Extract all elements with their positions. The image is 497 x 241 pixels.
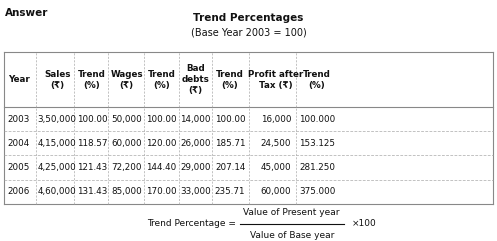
Text: 100.000: 100.000	[299, 115, 335, 124]
Text: 170.00: 170.00	[146, 187, 177, 196]
Text: Trend: Trend	[148, 70, 175, 79]
Text: Trend: Trend	[303, 70, 331, 79]
Text: (%): (%)	[153, 81, 170, 90]
Text: 26,000: 26,000	[180, 139, 211, 148]
Text: 72,200: 72,200	[111, 163, 142, 172]
Text: Wages: Wages	[110, 70, 143, 79]
Text: (%): (%)	[83, 81, 100, 90]
Text: 144.40: 144.40	[147, 163, 176, 172]
Text: 60,000: 60,000	[260, 187, 291, 196]
Text: 118.57: 118.57	[77, 139, 107, 148]
Text: 60,000: 60,000	[111, 139, 142, 148]
Text: 100.00: 100.00	[215, 115, 246, 124]
Text: 2003: 2003	[7, 115, 30, 124]
Text: 2006: 2006	[8, 187, 30, 196]
Text: Tax (₹): Tax (₹)	[259, 81, 293, 90]
Text: Value of Present year: Value of Present year	[244, 208, 340, 217]
Text: 3,50,000: 3,50,000	[38, 115, 77, 124]
Text: (₹): (₹)	[188, 86, 202, 95]
Text: 153.125: 153.125	[299, 139, 335, 148]
Text: 100.00: 100.00	[77, 115, 107, 124]
Text: 24,500: 24,500	[260, 139, 291, 148]
Text: Value of Base year: Value of Base year	[249, 231, 334, 240]
Text: 207.14: 207.14	[215, 163, 246, 172]
Text: Profit after: Profit after	[248, 70, 304, 79]
Text: (%): (%)	[222, 81, 239, 90]
Text: 16,000: 16,000	[260, 115, 291, 124]
Text: 235.71: 235.71	[215, 187, 246, 196]
Text: 85,000: 85,000	[111, 187, 142, 196]
Text: Trend Percentages: Trend Percentages	[193, 13, 304, 23]
Text: ×100: ×100	[351, 219, 376, 228]
Text: Bad: Bad	[186, 64, 205, 73]
Text: 281.250: 281.250	[299, 163, 335, 172]
Text: (₹): (₹)	[120, 81, 134, 90]
Text: debts: debts	[181, 75, 209, 84]
Text: 29,000: 29,000	[180, 163, 211, 172]
Text: 33,000: 33,000	[180, 187, 211, 196]
Text: 100.00: 100.00	[146, 115, 177, 124]
Text: Sales: Sales	[44, 70, 71, 79]
Text: 14,000: 14,000	[180, 115, 211, 124]
Text: Trend Percentage =: Trend Percentage =	[147, 219, 236, 228]
Text: 375.000: 375.000	[299, 187, 335, 196]
Text: 2004: 2004	[8, 139, 30, 148]
Text: 120.00: 120.00	[146, 139, 177, 148]
Text: 50,000: 50,000	[111, 115, 142, 124]
Text: Trend: Trend	[78, 70, 106, 79]
Text: 131.43: 131.43	[77, 187, 107, 196]
Text: 2005: 2005	[7, 163, 30, 172]
Text: 121.43: 121.43	[77, 163, 107, 172]
Text: Year: Year	[8, 75, 30, 84]
Text: Answer: Answer	[5, 8, 48, 18]
Text: 4,60,000: 4,60,000	[38, 187, 77, 196]
Text: 4,15,000: 4,15,000	[38, 139, 77, 148]
Text: Trend: Trend	[216, 70, 244, 79]
Text: (Base Year 2003 = 100): (Base Year 2003 = 100)	[191, 28, 306, 38]
Text: 45,000: 45,000	[260, 163, 291, 172]
Text: (%): (%)	[309, 81, 326, 90]
Text: 185.71: 185.71	[215, 139, 246, 148]
Text: 4,25,000: 4,25,000	[38, 163, 77, 172]
Text: (₹): (₹)	[50, 81, 64, 90]
